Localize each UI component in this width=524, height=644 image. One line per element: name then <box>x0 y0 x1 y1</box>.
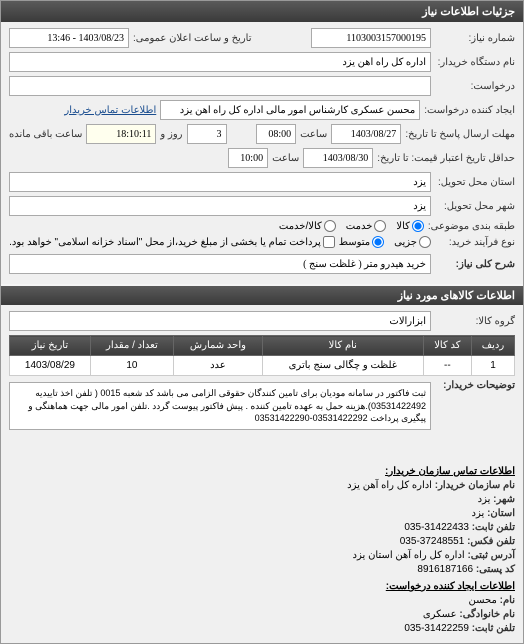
deadline-date-input[interactable] <box>331 124 401 144</box>
process-type-label: نوع فرآیند خرید: <box>435 237 515 248</box>
cell-row: 1 <box>472 356 515 376</box>
radio-goods-service[interactable]: کالا/خدمت <box>279 220 336 232</box>
goods-body: گروه کالا: ردیف کد کالا نام کالا واحد شم… <box>1 305 523 440</box>
contact-link[interactable]: اطلاعات تماس خریدار <box>64 105 156 116</box>
need-number-input[interactable] <box>311 28 431 48</box>
table-row[interactable]: 1 -- غلظت و چگالی سنج باتری عدد 10 1403/… <box>10 356 515 376</box>
need-number-label: شماره نیاز: <box>435 33 515 44</box>
remain-time-input <box>86 124 156 144</box>
c-address-value: اداره کل راه آهن استان یزد <box>353 550 465 561</box>
requester-label: درخواست: <box>435 81 515 92</box>
days-input[interactable] <box>187 124 227 144</box>
announce-input[interactable] <box>9 28 129 48</box>
c-city-value: یزد <box>478 494 491 505</box>
time-label-1: ساعت <box>300 129 327 140</box>
min-credit-time-input[interactable] <box>228 148 268 168</box>
c-phone-label: تلفن ثابت: <box>472 522 515 533</box>
radio-service[interactable]: خدمت <box>346 220 387 232</box>
deadline-send-label: مهلت ارسال پاسخ تا تاریخ: <box>405 129 515 140</box>
col-name: نام کالا <box>262 336 423 356</box>
c-postal-value: 8916187166 <box>417 564 473 575</box>
cell-code: -- <box>423 356 471 376</box>
subject-radio-group: کالا خدمت کالا/خدمت <box>279 220 424 232</box>
payment-checkbox[interactable]: پرداخت تمام یا بخشی از مبلغ خرید،از محل … <box>9 236 335 248</box>
announce-label: تاریخ و ساعت اعلان عمومی: <box>133 33 252 44</box>
c-fax-label: تلفن فکس: <box>467 536 515 547</box>
col-qty: تعداد / مقدار <box>90 336 173 356</box>
col-date: تاریخ نیاز <box>10 336 91 356</box>
min-credit-label: حداقل تاریخ اعتبار قیمت: تا تاریخ: <box>377 153 515 164</box>
requester-input[interactable] <box>9 76 431 96</box>
group-label: گروه کالا: <box>435 316 515 327</box>
delivery-state-input[interactable] <box>9 172 431 192</box>
contact-title: اطلاعات تماس سازمان خریدار: <box>9 466 515 477</box>
col-code: کد کالا <box>423 336 471 356</box>
c-state-value: یزد <box>472 508 485 519</box>
need-desc-label: شرح کلی نیاز: <box>435 259 515 270</box>
radio-medium[interactable]: متوسط <box>339 236 384 248</box>
radio-small[interactable]: جزیی <box>394 236 431 248</box>
c-address-label: آدرس ثبتی: <box>467 550 515 561</box>
c-family-label: نام خانوادگی: <box>459 609 515 620</box>
c-state-label: استان: <box>487 508 515 519</box>
device-name-label: نام دستگاه خریدار: <box>435 57 515 68</box>
col-unit: واحد شمارش <box>173 336 262 356</box>
panel-title: جزئیات اطلاعات نیاز <box>1 1 523 22</box>
c-creator-phone-label: تلفن ثابت: <box>472 623 515 634</box>
cell-date: 1403/08/29 <box>10 356 91 376</box>
form-body: شماره نیاز: تاریخ و ساعت اعلان عمومی: نا… <box>1 22 523 284</box>
creator-section-title: اطلاعات ایجاد کننده درخواست: <box>9 581 515 592</box>
org-name-value: اداره کل راه آهن یزد <box>347 480 432 491</box>
details-panel: جزئیات اطلاعات نیاز شماره نیاز: تاریخ و … <box>0 0 524 644</box>
col-row: ردیف <box>472 336 515 356</box>
goods-section-title: اطلاعات کالاهای مورد نیاز <box>1 286 523 305</box>
buyer-notes-label: توضیحات خریدار: <box>435 380 515 391</box>
creator-label: ایجاد کننده درخواست: <box>424 105 515 116</box>
process-radio-group: جزیی متوسط <box>339 236 431 248</box>
cell-qty: 10 <box>90 356 173 376</box>
c-name-label: نام: <box>500 595 515 606</box>
creator-input[interactable] <box>160 100 420 120</box>
subject-type-label: طبقه بندی موضوعی: <box>428 221 515 232</box>
cell-unit: عدد <box>173 356 262 376</box>
goods-table: ردیف کد کالا نام کالا واحد شمارش تعداد /… <box>9 335 515 376</box>
min-credit-date-input[interactable] <box>303 148 373 168</box>
c-fax-value: 37248551-035 <box>400 536 465 547</box>
delivery-city-label: شهر محل تحویل: <box>435 201 515 212</box>
time-label-2: ساعت <box>272 153 299 164</box>
buyer-notes-box: ثبت فاکتور در سامانه مودیان برای تامین ک… <box>9 382 431 430</box>
c-city-label: شهر: <box>493 494 515 505</box>
need-desc-input[interactable] <box>9 254 431 274</box>
delivery-state-label: استان محل تحویل: <box>435 177 515 188</box>
c-name-value: محسن <box>469 595 497 606</box>
contact-section: اطلاعات تماس سازمان خریدار: نام سازمان خ… <box>1 460 523 643</box>
days-label: روز و <box>160 129 182 140</box>
deadline-time-input[interactable] <box>256 124 296 144</box>
cell-name: غلظت و چگالی سنج باتری <box>262 356 423 376</box>
c-creator-phone-value: 31422259-035 <box>404 623 469 634</box>
c-phone-value: 31422433-035 <box>404 522 469 533</box>
delivery-city-input[interactable] <box>9 196 431 216</box>
group-input[interactable] <box>9 311 431 331</box>
c-postal-label: کد پستی: <box>476 564 515 575</box>
device-name-input[interactable] <box>9 52 431 72</box>
radio-goods[interactable]: کالا <box>396 220 424 232</box>
remain-label: ساعت باقی مانده <box>9 129 82 140</box>
c-family-value: عسکری <box>423 609 457 620</box>
table-header-row: ردیف کد کالا نام کالا واحد شمارش تعداد /… <box>10 336 515 356</box>
org-name-label: نام سازمان خریدار: <box>435 480 515 491</box>
